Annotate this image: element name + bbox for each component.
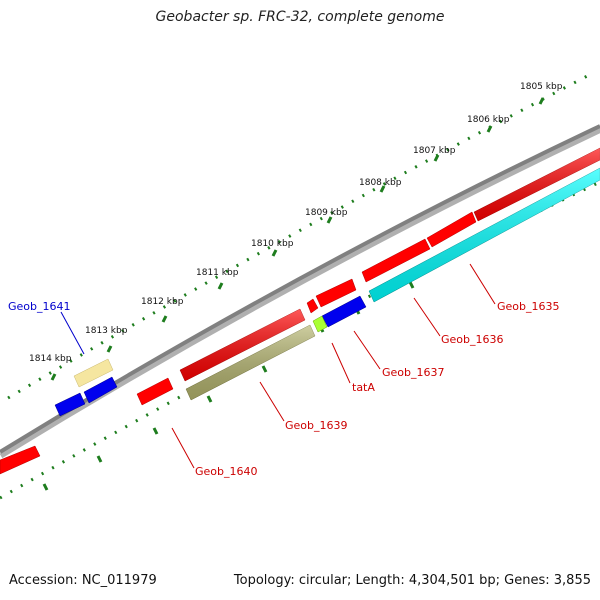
gene-labels: Geob_1635 Geob_1636 Geob_1637 tatA Geob_… [8,300,560,478]
kbp-label-1813: 1813 kbp [85,326,128,336]
inner-tick-track [0,180,600,500]
kbp-label-1809: 1809 kbp [305,208,348,218]
gene-shade-1 [474,148,600,221]
kbp-label-1805: 1805 kbp [520,82,563,92]
plus-strand-genes [0,147,600,475]
gene-tata [312,315,328,333]
label-geob-1640[interactable]: Geob_1640 [195,465,258,478]
kbp-label-1811: 1811 kbp [196,268,239,278]
label-geob-1639[interactable]: Geob_1639 [285,419,348,432]
leader-lines [60,263,496,469]
leader-geob-1640 [171,427,195,469]
gene-shade-2 [180,309,305,381]
leader-geob-1636 [413,297,441,337]
kbp-label-1806: 1806 kbp [467,115,510,125]
kbp-label-1808: 1808 kbp [359,178,402,188]
gene-geob-1640 [136,377,174,406]
gene-geob-1636 [426,211,477,248]
leader-geob-1637 [353,330,381,370]
gene-shade-4 [186,325,315,400]
leader-tata [331,342,351,384]
genome-summary-text: Topology: circular; Length: 4,304,501 bp… [233,573,591,588]
outer-tick-track [7,70,596,400]
genome-backbone [0,124,600,454]
label-geob-1636[interactable]: Geob_1636 [441,333,504,346]
gene-red-small [315,278,357,308]
kbp-label-1807: 1807 kbp [413,146,456,156]
label-tata[interactable]: tatA [352,381,375,394]
gene-geob-1641 [73,358,114,388]
gene-red-mid [361,238,431,283]
label-geob-1641[interactable]: Geob_1641 [8,300,71,313]
map-title: Geobacter sp. FRC-32, complete genome [155,9,445,25]
gene-blue-left-1 [83,376,118,404]
kbp-label-1812: 1812 kbp [141,297,184,307]
gene-red-edge [0,445,41,475]
label-geob-1637[interactable]: Geob_1637 [382,366,445,379]
gene-shade-3 [369,168,600,302]
leader-geob-1639 [259,381,285,422]
leader-geob-1641 [60,311,85,355]
outer-major-ticks [50,97,545,381]
kbp-label-1814: 1814 kbp [29,354,72,364]
minus-strand-genes [54,167,600,417]
kbp-label-1810: 1810 kbp [251,239,294,249]
accession-text: Accession: NC_011979 [9,573,157,588]
leader-geob-1635 [469,263,496,305]
gene-geob-1637 [321,295,367,328]
label-geob-1635[interactable]: Geob_1635 [497,300,560,313]
kbp-labels: 1805 kbp 1806 kbp 1807 kbp 1808 kbp 1809… [29,82,563,364]
gene-red-tiny [306,298,319,314]
backbone-shadow [0,127,600,459]
gene-blue-left-2 [54,392,86,417]
